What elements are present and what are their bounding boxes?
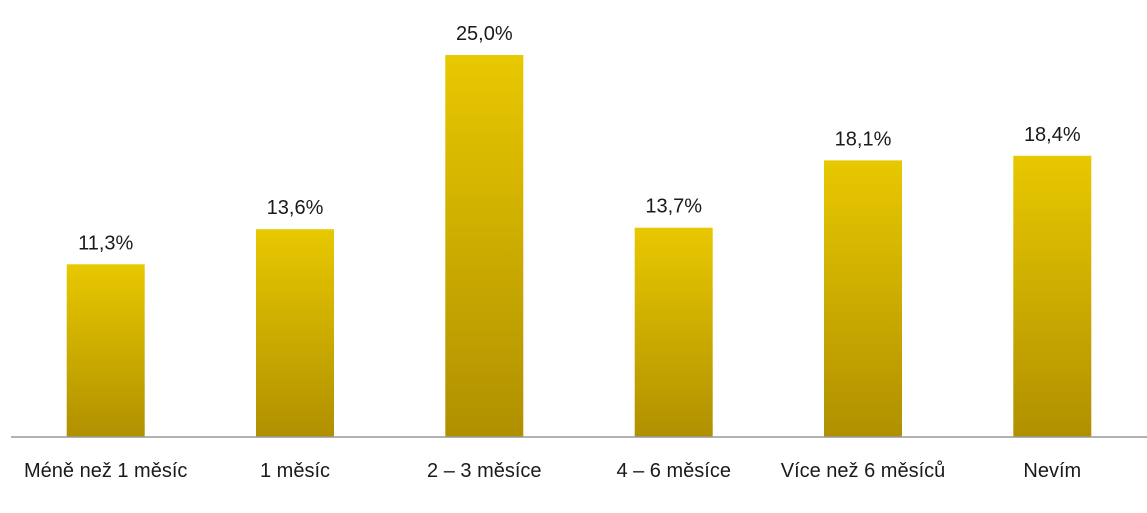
bar [445,55,524,437]
data-label: 25,0% [456,23,513,45]
bar [256,229,334,437]
category-tick-label: Méně než 1 měsíc [24,460,187,482]
category-tick-label: Nevím [1023,460,1081,482]
data-labels-group: 11,3% 13,6% 25,0% 13,7% 18,1% 18,4% [78,23,1081,254]
bar [634,227,713,437]
category-tick-label: 4 – 6 měsíce [616,460,731,482]
bar [824,160,902,437]
data-label: 11,3% [78,232,133,254]
tick-labels-group: Méně než 1 měsíc 1 měsíc 2 – 3 měsíce 4 – 6… [24,460,1081,482]
bar [66,264,145,437]
bar [1013,155,1092,438]
category-tick-label: 2 – 3 měsíce [427,460,542,482]
category-tick-label: 1 měsíc [260,460,330,482]
data-label: 18,1% [835,128,892,150]
data-label: 13,6% [267,197,324,219]
data-label: 13,7% [645,196,702,218]
data-label: 18,4% [1024,124,1081,146]
bars-group [66,55,1092,438]
category-tick-label: Více než 6 měsíců [781,460,946,482]
